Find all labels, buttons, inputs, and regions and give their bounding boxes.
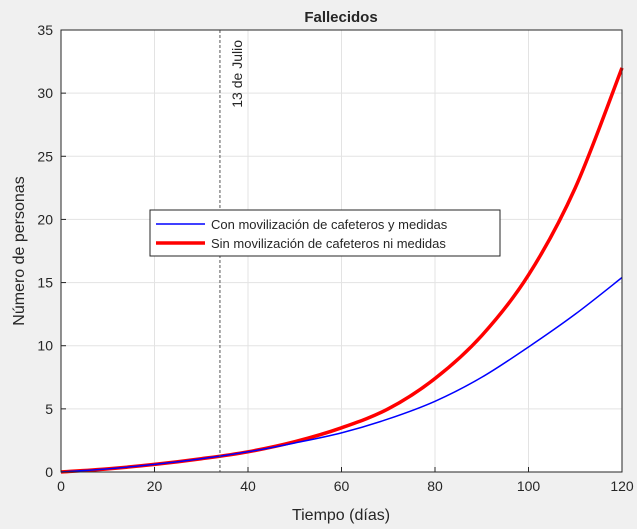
legend-box (149, 209, 501, 257)
chart-title: Fallecidos (304, 9, 377, 26)
legend-label-con-movilizacion: Con movilización de cafeteros y medidas (211, 217, 448, 232)
y-tick-label: 0 (45, 464, 53, 480)
ticks: 0 20 40 60 80 100 120 0 5 10 15 20 25 30 35 (37, 22, 633, 494)
x-tick-label: 100 (517, 478, 541, 494)
legend-label-sin-movilizacion: Sin movilización de cafeteros ni medidas (211, 236, 446, 251)
y-tick-label: 25 (37, 148, 53, 164)
x-tick-label: 120 (610, 478, 634, 494)
y-tick-label: 5 (45, 401, 53, 417)
x-tick-label: 0 (57, 478, 65, 494)
x-axis-label: Tiempo (días) (292, 507, 390, 524)
y-tick-label: 15 (37, 275, 53, 291)
x-tick-label: 80 (427, 478, 443, 494)
y-tick-label: 30 (37, 85, 53, 101)
y-axis-label: Número de personas (11, 176, 28, 325)
series-line-con-movilizacion (60, 276, 623, 473)
series-layer (60, 67, 624, 474)
x-tick-label: 20 (147, 478, 163, 494)
legend: Con movilización de cafeteros y medidas … (149, 209, 501, 257)
y-tick-label: 10 (37, 338, 53, 354)
annotation-label: 13 de Julio (229, 40, 245, 108)
x-tick-label: 40 (240, 478, 256, 494)
y-tick-label: 35 (37, 22, 53, 38)
y-tick-label: 20 (37, 211, 53, 227)
x-tick-label: 60 (334, 478, 350, 494)
